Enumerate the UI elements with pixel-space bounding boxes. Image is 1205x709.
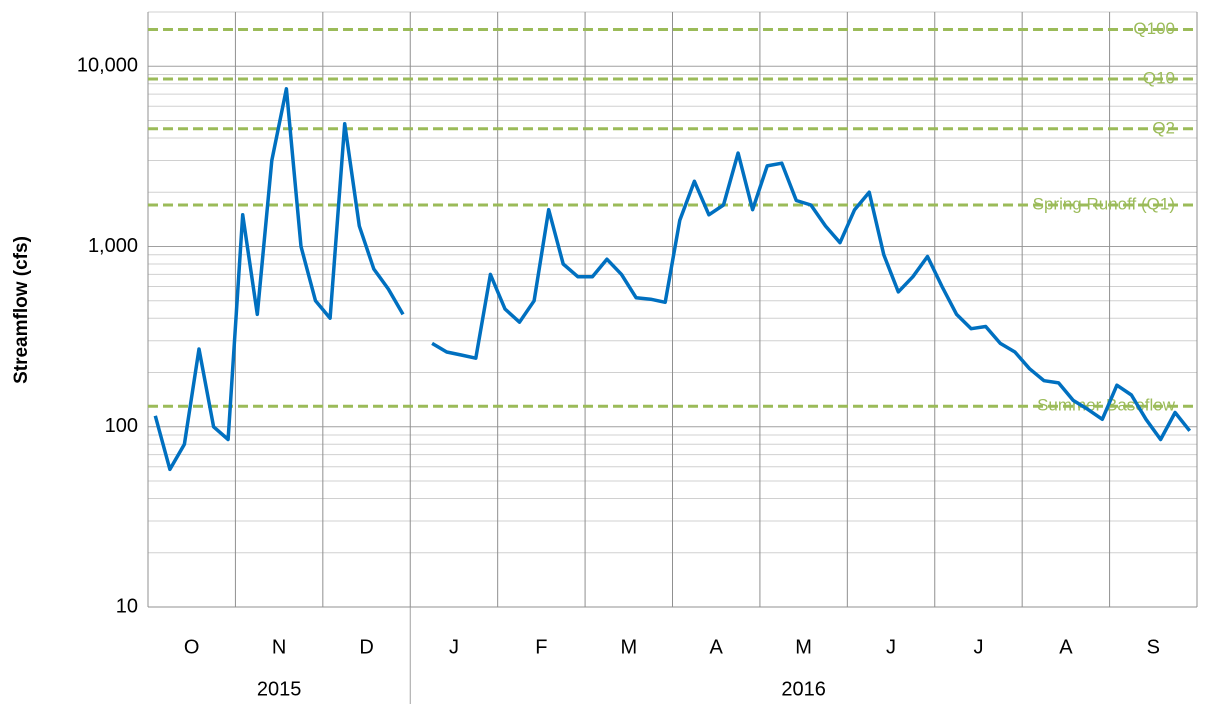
x-tick-label: O	[184, 636, 200, 658]
year-label: 2015	[257, 678, 302, 700]
x-tick-label: N	[272, 636, 286, 658]
x-tick-label: M	[795, 636, 812, 658]
reference-label: Q2	[1152, 118, 1175, 137]
x-tick-label: J	[973, 636, 983, 658]
reference-label: Spring Runoff (Q1)	[1033, 194, 1175, 213]
x-tick-label: A	[710, 636, 724, 658]
x-tick-label: J	[886, 636, 896, 658]
y-tick-label: 10,000	[77, 55, 138, 77]
y-tick-label: 100	[105, 415, 138, 437]
y-tick-label: 1,000	[88, 235, 138, 257]
y-tick-label: 10	[116, 595, 138, 617]
year-label: 2016	[781, 678, 826, 700]
x-tick-label: D	[359, 636, 373, 658]
x-tick-label: F	[535, 636, 547, 658]
x-tick-label: A	[1059, 636, 1073, 658]
x-tick-label: J	[449, 636, 459, 658]
streamflow-line	[153, 87, 1192, 472]
reference-label: Q10	[1143, 68, 1175, 87]
reference-label: Q100	[1133, 19, 1175, 38]
x-tick-label: S	[1147, 636, 1160, 658]
y-axis-label: Streamflow (cfs)	[11, 236, 32, 384]
x-tick-label: M	[620, 636, 637, 658]
